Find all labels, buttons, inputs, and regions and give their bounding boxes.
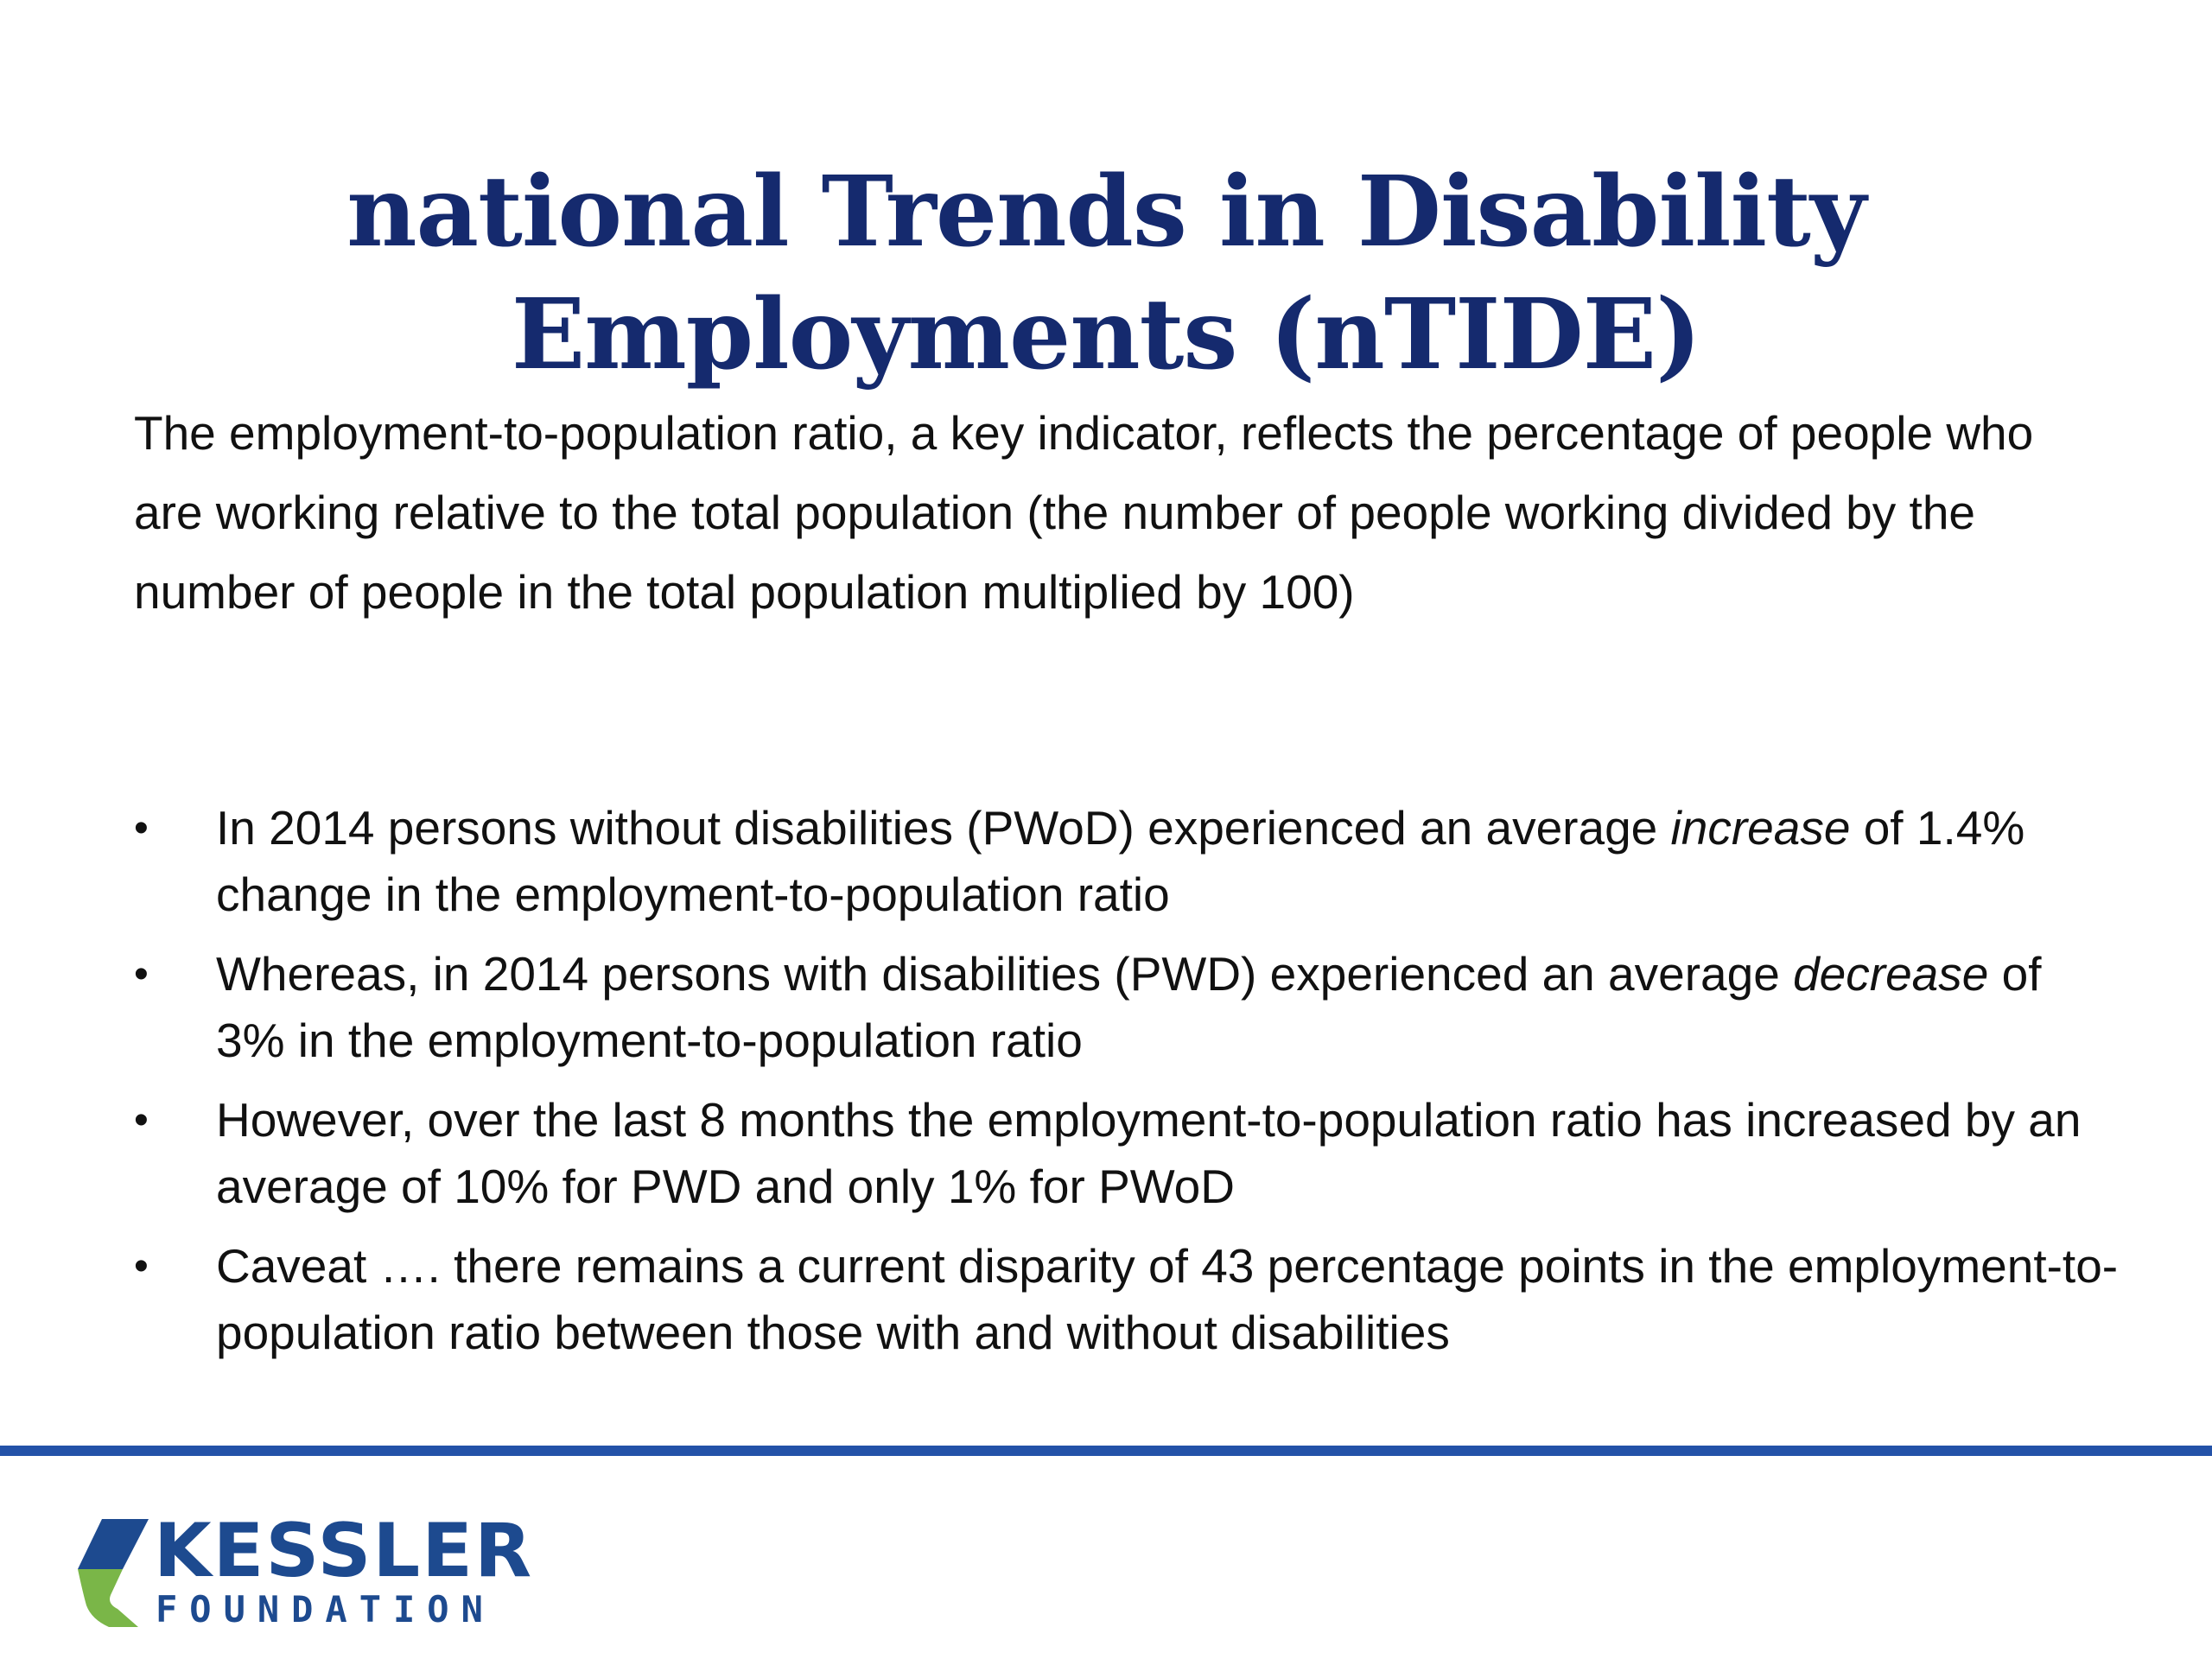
bullet-item-4: • Caveat …. there remains a current disp… xyxy=(134,1233,2121,1366)
bullet-icon: • xyxy=(134,1097,149,1143)
intro-paragraph: The employment-to-population ratio, a ke… xyxy=(134,406,2034,619)
bullet-list: • In 2014 persons without disabilities (… xyxy=(134,795,2121,1379)
bullet-text-before: Whereas, in 2014 persons with disabiliti… xyxy=(216,947,1794,1001)
bullet-emphasis: decrease xyxy=(1793,947,1989,1001)
bullet-item-1: • In 2014 persons without disabilities (… xyxy=(134,795,2121,928)
slide-title-line-2: Employments (nTIDE) xyxy=(511,278,1701,392)
bullet-icon: • xyxy=(134,951,149,997)
bullet-text-after: of 1.4% change in the employment-to-popu… xyxy=(216,801,2025,921)
bullet-text-before: In 2014 persons without disabilities (PW… xyxy=(216,801,1671,855)
bullet-text-after: of 3% in the employment-to-population ra… xyxy=(216,947,2042,1067)
logo-subtitle: FOUNDATION xyxy=(156,1588,495,1630)
bullet-item-2: • Whereas, in 2014 persons with disabili… xyxy=(134,941,2121,1074)
logo-name: KESSLER xyxy=(154,1508,534,1594)
kessler-foundation-logo: KESSLER FOUNDATION xyxy=(69,1512,531,1633)
bullet-icon: • xyxy=(134,1243,149,1289)
bullet-item-3: • However, over the last 8 months the em… xyxy=(134,1087,2121,1220)
slide-title: national Trends in Disability Employment… xyxy=(0,151,2212,397)
bullet-text-before: However, over the last 8 months the empl… xyxy=(216,1093,2082,1213)
slide-title-line-1: national Trends in Disability xyxy=(346,156,1866,270)
bullet-icon: • xyxy=(134,805,149,851)
footer-divider xyxy=(0,1446,2212,1456)
bullet-emphasis: increase xyxy=(1670,801,1851,855)
kessler-logo-mark-icon xyxy=(78,1519,149,1627)
bullet-text-before: Caveat …. there remains a current dispar… xyxy=(216,1239,2119,1359)
